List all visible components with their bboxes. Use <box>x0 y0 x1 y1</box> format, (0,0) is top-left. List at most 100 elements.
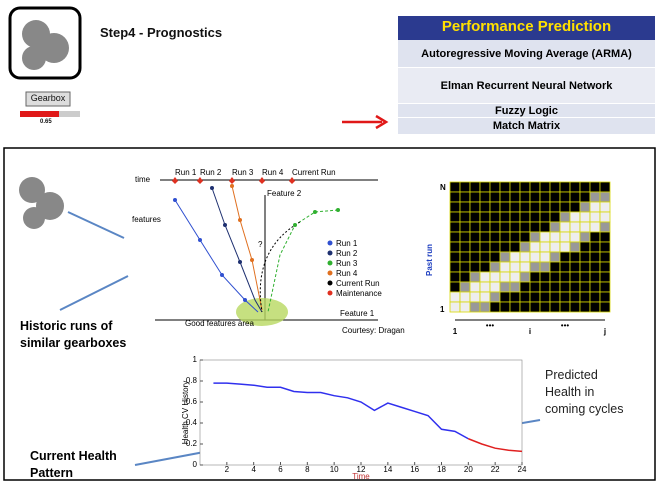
cell <box>489 181 501 193</box>
y-tick-label: 1 <box>193 355 198 364</box>
point <box>220 273 224 277</box>
cell <box>509 221 521 233</box>
cell <box>509 301 521 313</box>
x-tick-label: 14 <box>383 465 392 474</box>
cell <box>559 251 571 263</box>
cell <box>529 201 541 213</box>
cell <box>449 191 461 203</box>
cell <box>539 231 551 243</box>
cell <box>539 251 551 263</box>
run-label: Current Run <box>292 168 336 177</box>
run-label: Run 3 <box>232 168 254 177</box>
features-label: features <box>132 215 161 224</box>
cell <box>459 191 471 203</box>
question: ? <box>258 240 263 249</box>
cell <box>569 191 581 203</box>
arrow-head <box>375 114 389 130</box>
gearbox-button-frame <box>25 91 71 107</box>
cell <box>489 211 501 223</box>
cell <box>489 221 501 233</box>
cell <box>549 301 561 313</box>
legend-dot <box>327 280 333 286</box>
cell <box>449 211 461 223</box>
cell <box>479 261 491 273</box>
point <box>243 298 247 302</box>
cell <box>479 291 491 303</box>
cell <box>599 301 611 313</box>
cell <box>479 241 491 253</box>
annotation: Historic runs of similar gearboxes <box>20 319 127 350</box>
cell <box>589 291 601 303</box>
x-tick-label: 12 <box>357 465 366 474</box>
cell <box>519 211 531 223</box>
star <box>289 177 295 184</box>
cell <box>469 181 481 193</box>
cell <box>469 271 481 283</box>
cell <box>539 271 551 283</box>
matrix-axis-label: Past run <box>425 244 434 276</box>
cell <box>549 231 561 243</box>
cell <box>559 281 571 293</box>
cell <box>519 201 531 213</box>
cell <box>519 241 531 253</box>
method: Elman Recurrent Neural Network <box>398 68 655 104</box>
cell <box>499 241 511 253</box>
cell <box>449 241 461 253</box>
cell <box>589 181 601 193</box>
cell <box>589 201 601 213</box>
cell <box>519 261 531 273</box>
cell <box>479 181 491 193</box>
cell <box>509 291 521 303</box>
cell <box>559 181 571 193</box>
cell <box>579 181 591 193</box>
point <box>250 258 254 262</box>
cell <box>579 261 591 273</box>
cell <box>559 271 571 283</box>
star <box>197 177 203 184</box>
cell <box>549 271 561 283</box>
cell <box>449 231 461 243</box>
cell <box>589 231 601 243</box>
cell <box>499 301 511 313</box>
point <box>173 198 177 202</box>
x-tick-label: 2 <box>225 465 230 474</box>
cell <box>449 221 461 233</box>
cell <box>539 181 551 193</box>
legend-label: Run 1 <box>336 239 358 248</box>
cell <box>509 271 521 283</box>
cell <box>479 221 491 233</box>
matrix-col: i <box>529 327 531 336</box>
cell <box>549 221 561 233</box>
cell <box>519 271 531 283</box>
annotation: Predicted Health in coming cycles <box>545 368 624 416</box>
gearbox-button[interactable]: Gearbox <box>30 93 66 103</box>
cell <box>449 281 461 293</box>
cell <box>459 261 471 273</box>
cell <box>599 181 611 193</box>
cell <box>499 261 511 273</box>
method: Match Matrix <box>398 118 655 135</box>
cell <box>569 231 581 243</box>
run4-curve <box>231 185 263 311</box>
x-tick-label: 10 <box>330 465 339 474</box>
matrix-col: 1 <box>453 327 458 336</box>
cell <box>459 201 471 213</box>
cell <box>469 201 481 213</box>
cell <box>499 221 511 233</box>
cell <box>559 241 571 253</box>
cell <box>529 231 541 243</box>
cell <box>549 201 561 213</box>
cell <box>589 281 601 293</box>
cell <box>529 261 541 273</box>
ellipsis: ••• <box>486 321 495 330</box>
cell <box>459 241 471 253</box>
cell <box>539 291 551 303</box>
legend-label: Run 2 <box>336 249 358 258</box>
cell <box>529 181 541 193</box>
cell <box>449 201 461 213</box>
cell <box>599 201 611 213</box>
point <box>293 223 297 227</box>
cell <box>519 281 531 293</box>
cell <box>509 201 521 213</box>
cell <box>519 221 531 233</box>
